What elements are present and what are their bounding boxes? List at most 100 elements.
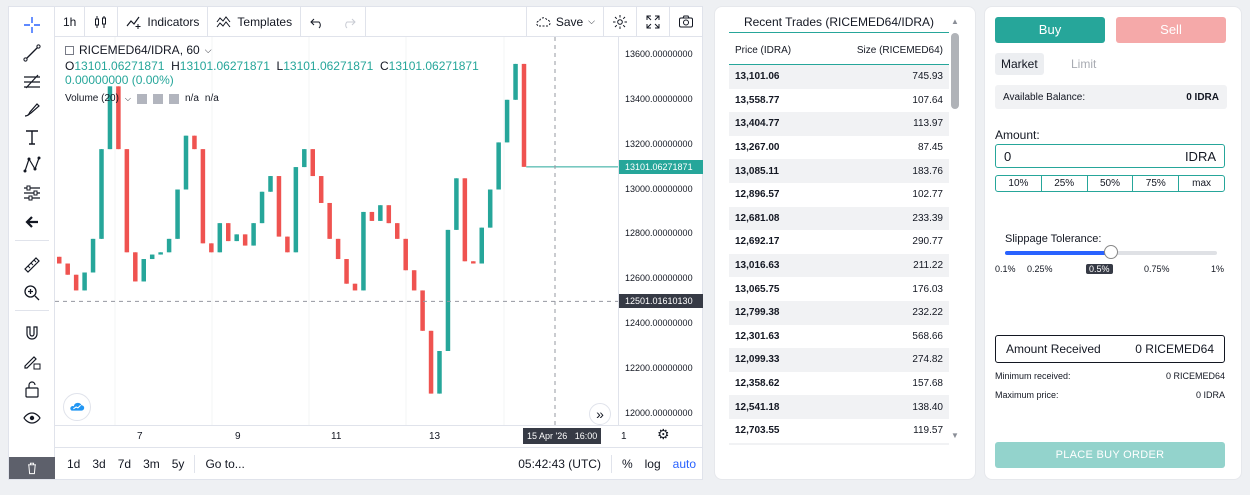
pencil-lock-icon[interactable] — [17, 349, 47, 373]
range-1d-button[interactable]: 1d — [67, 456, 81, 471]
pct-50-button[interactable]: 50% — [1088, 176, 1134, 191]
market-tab[interactable]: Market — [995, 53, 1044, 75]
eye-icon[interactable] — [137, 93, 147, 104]
candle-body — [158, 252, 163, 255]
max-price-value: 0 IDRA — [1195, 390, 1225, 400]
crosshair-icon[interactable] — [17, 13, 47, 37]
templates-button[interactable]: Templates — [208, 6, 302, 37]
save-button[interactable]: Save ⌵ — [525, 6, 603, 37]
candle-body — [437, 350, 442, 394]
trash-icon[interactable] — [9, 457, 55, 479]
slippage-option[interactable]: 0.25% — [1027, 264, 1053, 274]
legend-symbol[interactable]: RICEMED64/IDRA, 60 — [79, 43, 200, 57]
trade-size: 119.57 — [913, 425, 943, 437]
fib-icon[interactable] — [17, 69, 47, 93]
zoom-in-icon[interactable] — [17, 281, 47, 305]
size-column-header: Size (RICEMED64) — [856, 45, 943, 56]
slippage-option[interactable]: 0.75% — [1144, 264, 1170, 274]
ruler-icon[interactable] — [17, 253, 47, 277]
pct-75-button[interactable]: 75% — [1133, 176, 1180, 191]
trades-list[interactable]: 13,101.06 745.93 13,558.77 107.64 13,404.77 1… — [729, 65, 949, 445]
chart-type-button[interactable] — [85, 6, 119, 37]
range-3m-button[interactable]: 3m — [143, 456, 160, 471]
candle-body — [183, 135, 189, 190]
trades-scrollbar-thumb[interactable] — [951, 33, 959, 109]
limit-tab[interactable]: Limit — [1071, 57, 1097, 71]
eye-icon[interactable] — [17, 406, 47, 430]
interval-button[interactable]: 1h — [55, 6, 86, 37]
close-key: C — [380, 59, 389, 73]
buy-tab-button[interactable]: Buy — [995, 17, 1105, 43]
slippage-option[interactable]: 0.5% — [1086, 264, 1113, 274]
candle-body — [242, 234, 248, 246]
candle-body — [90, 238, 96, 273]
tradingview-logo-icon[interactable] — [63, 393, 91, 421]
settings-button[interactable] — [603, 6, 636, 37]
text-icon[interactable] — [17, 125, 47, 149]
magnet-icon[interactable] — [17, 321, 47, 345]
redo-icon — [345, 18, 356, 28]
collapse-icon[interactable] — [65, 45, 74, 55]
candle-body — [310, 149, 315, 177]
brush-icon[interactable] — [17, 97, 47, 121]
camera-icon — [679, 15, 693, 27]
candle-body — [420, 290, 425, 331]
trade-price: 13,016.63 — [735, 260, 780, 272]
crosshair-time-label: 15 Apr '26 16:00 — [523, 428, 602, 444]
candle-body — [192, 135, 197, 150]
volume-label[interactable]: Volume (20) — [65, 93, 119, 104]
pct-25-button[interactable]: 25% — [1042, 176, 1088, 191]
pattern-icon[interactable] — [17, 153, 47, 177]
pct-10-button[interactable]: 10% — [996, 176, 1042, 191]
sell-tab-button[interactable]: Sell — [1116, 17, 1226, 43]
undo-button[interactable] — [301, 7, 333, 37]
back-arrow-icon[interactable] — [17, 210, 47, 234]
utc-clock[interactable]: 05:42:43 (UTC) — [518, 456, 601, 471]
price-axis[interactable]: 13101.06271871 12501.01610130 13600.0000… — [618, 37, 703, 425]
candle-body — [369, 211, 375, 221]
trade-size: 211.22 — [913, 260, 943, 272]
available-balance: Available Balance: 0 IDRA — [995, 85, 1227, 109]
trade-price: 12,301.63 — [735, 330, 780, 342]
candle-body — [116, 86, 121, 150]
candlestick-chart[interactable] — [55, 37, 618, 425]
auto-scale-button[interactable]: auto — [672, 456, 696, 471]
save-label: Save — [555, 14, 584, 29]
measure-tools-icon[interactable] — [17, 181, 47, 205]
scroll-up-icon[interactable]: ▲ — [951, 17, 959, 26]
redo-button[interactable] — [333, 6, 367, 37]
slippage-option[interactable]: 1% — [1211, 264, 1225, 274]
scroll-to-realtime-button[interactable]: » — [589, 403, 611, 425]
slippage-slider-handle[interactable] — [1104, 245, 1118, 259]
scroll-down-icon[interactable]: ▼ — [951, 431, 959, 440]
candle-body — [293, 167, 299, 253]
time-axis[interactable]: 7 9 11 13 15 Apr '26 16:00 1 ⚙ — [55, 425, 702, 447]
range-3d-button[interactable]: 3d — [92, 456, 106, 471]
lock-icon[interactable] — [17, 377, 47, 401]
log-scale-button[interactable]: log — [644, 456, 661, 471]
close-icon[interactable] — [169, 93, 179, 104]
trade-size: 102.77 — [912, 189, 943, 201]
trend-line-icon[interactable] — [17, 41, 47, 65]
gear-icon[interactable]: ⚙ — [657, 426, 670, 442]
candle-body — [411, 270, 417, 291]
slippage-option[interactable]: 0.1% — [995, 264, 1016, 274]
amount-value[interactable]: 0 — [1004, 148, 1012, 164]
goto-button[interactable]: Go to... — [205, 456, 245, 471]
gear-icon[interactable] — [153, 93, 163, 104]
indicators-button[interactable]: Indicators — [118, 6, 209, 37]
place-buy-order-button[interactable]: PLACE BUY ORDER — [995, 442, 1225, 468]
min-received-label: Minimum received: — [995, 371, 1071, 381]
pct-max-button[interactable]: max — [1192, 178, 1212, 189]
amount-input[interactable]: 0 IDRA — [995, 144, 1225, 168]
fullscreen-button[interactable] — [636, 6, 669, 37]
candle-body — [149, 254, 155, 260]
screenshot-button[interactable] — [669, 6, 702, 37]
candle-body — [251, 223, 256, 246]
indicators-icon — [126, 16, 141, 29]
range-7d-button[interactable]: 7d — [117, 456, 132, 471]
candle-body — [471, 261, 476, 264]
recent-trades-panel: Recent Trades (RICEMED64/IDRA) Price (ID… — [714, 6, 976, 480]
range-5y-button[interactable]: 5y — [171, 456, 185, 471]
percent-scale-button[interactable]: % — [621, 456, 633, 471]
